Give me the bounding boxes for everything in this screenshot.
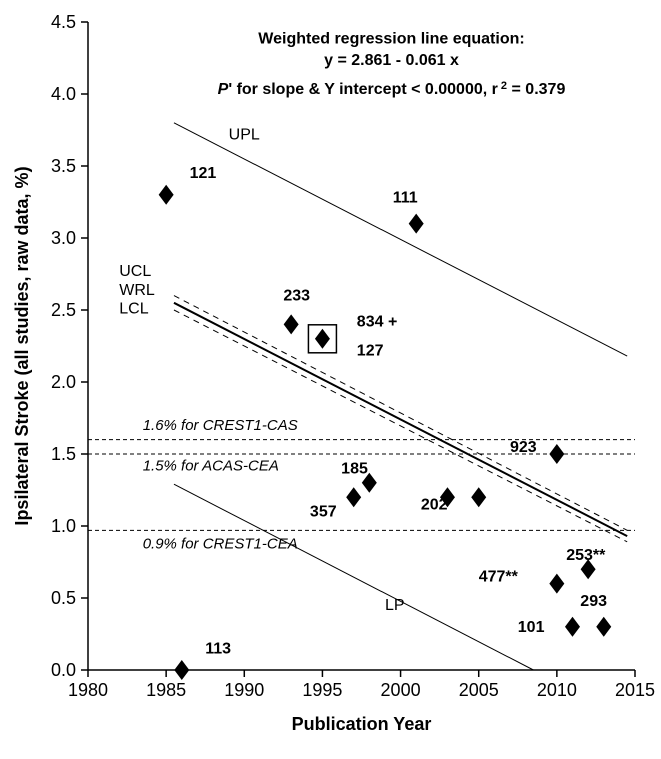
point-label: 202 xyxy=(421,496,448,513)
x-tick-label: 1990 xyxy=(224,680,264,700)
point-label: 113 xyxy=(205,640,231,657)
point-label: 253** xyxy=(566,547,606,564)
point-label: 293 xyxy=(580,593,607,610)
data-point xyxy=(409,214,424,234)
line-label: UPL xyxy=(229,126,260,143)
line-label: LP xyxy=(385,597,405,614)
point-sublabel: 127 xyxy=(357,342,384,359)
reference-label: 1.5% for ACAS-CEA xyxy=(143,458,279,475)
point-label: 233 xyxy=(283,288,310,305)
line-label: WRL xyxy=(119,282,155,299)
data-point xyxy=(284,314,299,334)
x-tick-label: 2015 xyxy=(615,680,655,700)
point-label: 111 xyxy=(393,190,418,207)
x-tick-label: 2010 xyxy=(537,680,577,700)
point-label: 185 xyxy=(341,460,368,477)
header-line2: y = 2.861 - 0.061 x xyxy=(324,52,459,69)
data-point xyxy=(549,444,564,464)
y-tick-label: 1.0 xyxy=(51,516,76,536)
point-label: 923 xyxy=(510,439,537,456)
data-point xyxy=(565,617,580,637)
data-point xyxy=(549,574,564,594)
x-axis-label: Publication Year xyxy=(292,714,432,734)
scatter-chart: 0.0 0.5 1.0 1.5 2.0 2.5 3.0 3.5 4.0 4.5 1980 1985 19… xyxy=(0,0,661,759)
reference-label: 0.9% for CREST1-CEA xyxy=(143,535,298,552)
y-tick-label: 4.0 xyxy=(51,84,76,104)
x-tick-label: 2005 xyxy=(459,680,499,700)
x-tick-label: 2000 xyxy=(381,680,421,700)
x-tick-label: 1995 xyxy=(302,680,342,700)
y-axis-label: Ipsilateral Stroke (all studies, raw dat… xyxy=(12,166,32,525)
chart-container: 0.0 0.5 1.0 1.5 2.0 2.5 3.0 3.5 4.0 4.5 1980 1985 19… xyxy=(0,0,661,759)
y-tick-label: 1.5 xyxy=(51,444,76,464)
data-point xyxy=(471,487,486,507)
reference-label: 1.6% for CREST1-CAS xyxy=(143,417,298,434)
x-tick-label: 1980 xyxy=(68,680,108,700)
upl-line xyxy=(174,123,627,356)
point-label: 834 + xyxy=(357,314,397,331)
y-tick-label: 0.5 xyxy=(51,588,76,608)
y-tick-label: 4.5 xyxy=(51,12,76,32)
y-tick-label: 2.5 xyxy=(51,300,76,320)
point-label: 101 xyxy=(518,619,545,636)
data-point xyxy=(346,487,361,507)
header-line3: P' for slope & Y intercept < 0.00000, r … xyxy=(218,80,566,98)
line-label: LCL xyxy=(119,301,148,318)
y-tick-label: 3.0 xyxy=(51,228,76,248)
point-label: 357 xyxy=(310,504,337,521)
line-label: UCL xyxy=(119,263,151,280)
data-point xyxy=(315,329,330,349)
data-point xyxy=(174,660,189,680)
point-label: 477** xyxy=(479,568,519,585)
ucl-line xyxy=(174,296,627,531)
x-tick-label: 1985 xyxy=(146,680,186,700)
data-point xyxy=(159,185,174,205)
y-tick-label: 2.0 xyxy=(51,372,76,392)
point-label: 121 xyxy=(190,165,217,182)
y-tick-label: 3.5 xyxy=(51,156,76,176)
y-tick-label: 0.0 xyxy=(51,660,76,680)
data-point xyxy=(596,617,611,637)
header-line1: Weighted regression line equation: xyxy=(258,31,524,48)
